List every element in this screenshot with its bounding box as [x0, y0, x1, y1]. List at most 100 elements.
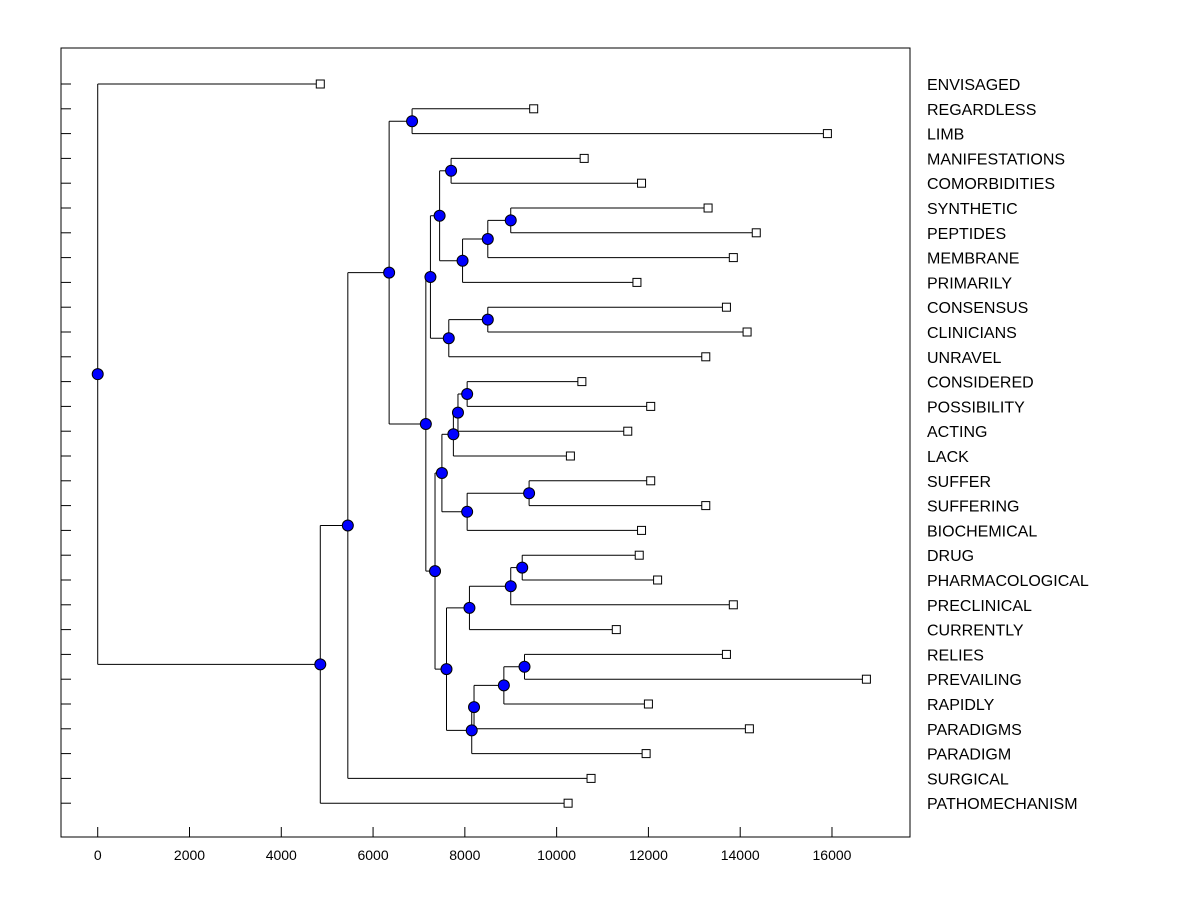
leaf-label: LIMB	[927, 127, 964, 144]
merge-node	[341, 519, 354, 532]
leaf-labels: ENVISAGED REGARDLESS LIMB MANIFESTATIONS COM…	[927, 77, 1089, 813]
x-axis: 0 2000 4000 6000 8000 10000 12000 14000 16000	[94, 827, 852, 863]
leaf-marker	[701, 352, 711, 362]
leaf-label: REGARDLESS	[927, 102, 1036, 119]
leaf-marker	[563, 798, 573, 808]
leaf-label: CONSIDERED	[927, 375, 1034, 392]
leaf-label: POSSIBILITY	[927, 399, 1025, 416]
leaf-label: PARADIGMS	[927, 722, 1022, 739]
leaf-label: CLINICIANS	[927, 325, 1017, 342]
merge-node	[383, 266, 396, 279]
leaf-marker	[529, 104, 539, 114]
leaf-marker	[632, 277, 642, 287]
leaf-label: PARADIGM	[927, 747, 1011, 764]
leaf-marker	[623, 426, 633, 436]
merge-node	[447, 428, 460, 441]
x-tick-label: 14000	[721, 847, 760, 863]
merge-node	[456, 254, 469, 267]
leaf-marker	[728, 600, 738, 610]
leaf-marker	[611, 625, 621, 635]
leaf-marker	[637, 178, 647, 188]
leaf-marker	[646, 401, 656, 411]
merge-node	[463, 601, 476, 614]
merge-node	[481, 313, 494, 326]
merge-node	[429, 565, 442, 578]
x-tick-label: 0	[94, 847, 102, 863]
y-tick-marks	[61, 83, 71, 804]
leaf-marker	[565, 451, 575, 461]
leaf-marker	[586, 773, 596, 783]
merge-node	[419, 418, 432, 431]
leaf-label: SYNTHETIC	[927, 201, 1018, 218]
merge-node	[424, 270, 437, 283]
leaf-marker	[643, 699, 653, 709]
plot-frame	[60, 47, 911, 838]
leaf-label: LACK	[927, 449, 969, 466]
leaf-marker	[721, 649, 731, 659]
x-tick-label: 10000	[537, 847, 576, 863]
merge-node	[406, 115, 419, 128]
leaf-marker	[577, 377, 587, 387]
leaf-marker	[742, 327, 752, 337]
merge-node	[433, 209, 446, 222]
merge-node	[497, 679, 510, 692]
leaf-label: PEPTIDES	[927, 226, 1006, 243]
leaf-label: BIOCHEMICAL	[927, 523, 1037, 540]
leaf-marker	[641, 749, 651, 759]
leaf-marker	[751, 228, 761, 238]
leaf-label: SUFFER	[927, 474, 991, 491]
x-tick-label: 6000	[357, 847, 388, 863]
leaf-label: CURRENTLY	[927, 623, 1024, 640]
leaf-label: DRUG	[927, 548, 974, 565]
x-tick-label: 8000	[449, 847, 480, 863]
leaf-marker	[728, 253, 738, 263]
leaf-label: PATHOMECHANISM	[927, 796, 1078, 813]
leaf-label: PRIMARILY	[927, 275, 1012, 292]
leaf-marker	[637, 525, 647, 535]
leaf-label: ENVISAGED	[927, 77, 1020, 94]
merge-node	[523, 487, 536, 500]
leaf-markers	[315, 79, 871, 808]
leaf-marker	[822, 129, 832, 139]
dendrogram-links	[97, 83, 867, 804]
leaf-label: SURGICAL	[927, 771, 1009, 788]
leaf-label: PRECLINICAL	[927, 598, 1032, 615]
merge-node	[516, 561, 529, 574]
leaf-label: PHARMACOLOGICAL	[927, 573, 1089, 590]
x-tick-label: 2000	[174, 847, 205, 863]
leaf-marker	[703, 203, 713, 213]
merge-node	[442, 332, 455, 345]
merge-node	[518, 660, 531, 673]
leaf-label: CONSENSUS	[927, 300, 1028, 317]
merge-node	[440, 663, 453, 676]
merge-node	[445, 164, 458, 177]
leaf-marker	[721, 302, 731, 312]
merge-node	[451, 406, 464, 419]
leaf-label: MANIFESTATIONS	[927, 151, 1065, 168]
leaf-marker	[861, 674, 871, 684]
merge-node	[314, 658, 327, 671]
merge-node	[461, 505, 474, 518]
leaf-marker	[646, 476, 656, 486]
x-tick-label: 4000	[266, 847, 297, 863]
merge-node	[504, 580, 517, 593]
leaf-marker	[701, 501, 711, 511]
leaf-label: COMORBIDITIES	[927, 176, 1055, 193]
leaf-label: PREVAILING	[927, 672, 1022, 689]
leaf-marker	[315, 79, 325, 89]
merge-nodes	[91, 115, 536, 737]
merge-node	[481, 233, 494, 245]
leaf-marker	[634, 550, 644, 560]
leaf-marker	[744, 724, 754, 734]
leaf-label: ACTING	[927, 424, 987, 441]
x-tick-label: 12000	[629, 847, 668, 863]
leaf-label: RAPIDLY	[927, 697, 995, 714]
merge-node	[468, 701, 481, 714]
leaf-label: UNRAVEL	[927, 350, 1001, 367]
leaf-marker	[653, 575, 663, 585]
merge-node	[435, 467, 448, 480]
merge-node	[91, 368, 104, 381]
merge-node	[504, 214, 517, 227]
leaf-marker	[579, 153, 589, 163]
